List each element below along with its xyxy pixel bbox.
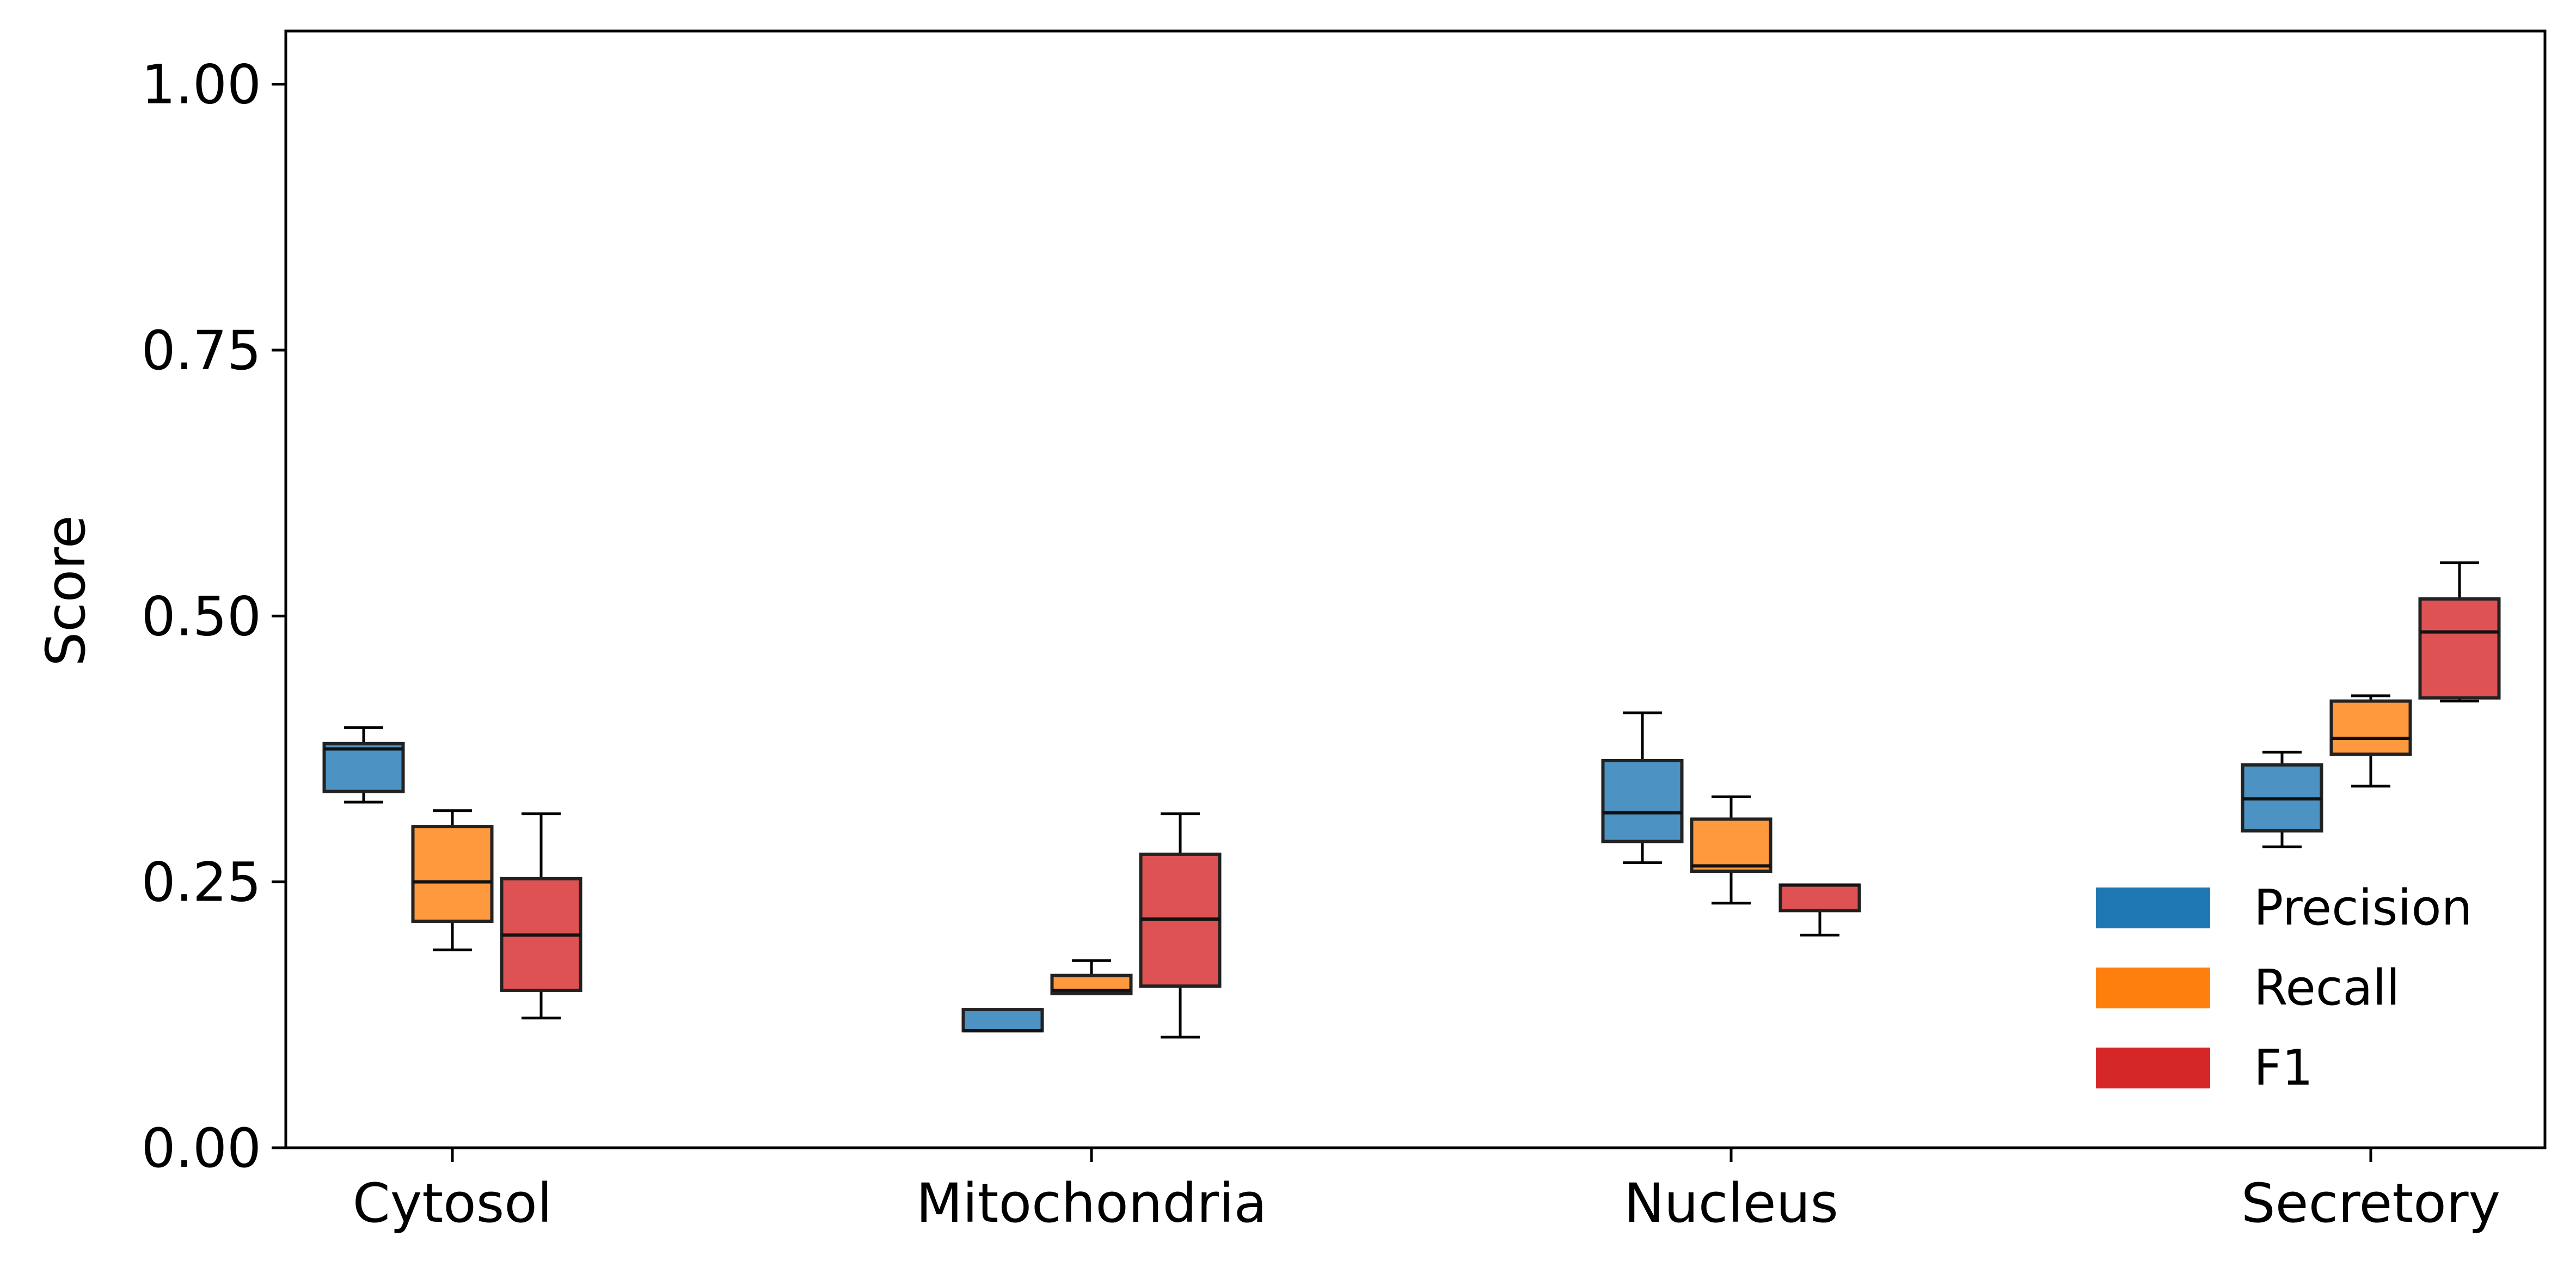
box-f1-mitochondria xyxy=(1139,812,1222,1039)
legend-swatch-f1 xyxy=(2096,1048,2210,1088)
plot-area xyxy=(286,31,2545,1148)
y-tick-label: 0.75 xyxy=(142,320,261,382)
y-tick-label: 0.50 xyxy=(142,585,261,648)
y-tick-label: 0.25 xyxy=(142,852,261,914)
y-axis-label: Score xyxy=(35,515,97,666)
box-iqr xyxy=(2418,597,2501,700)
box-recall-mitochondria xyxy=(1050,959,1133,995)
box-precision-cytosol xyxy=(322,726,405,804)
plot-frame xyxy=(284,29,2547,1149)
y-tick-label: 0.00 xyxy=(142,1117,261,1180)
y-axis: 0.00 0.25 0.50 0.75 1.00 xyxy=(142,54,286,1180)
box-precision-mitochondria xyxy=(961,1008,1044,1033)
legend-swatch-recall xyxy=(2096,968,2210,1008)
box-iqr xyxy=(322,742,405,793)
legend-label-precision: Precision xyxy=(2254,879,2473,937)
x-tick-label-cytosol: Cytosol xyxy=(353,1172,553,1235)
box-iqr xyxy=(2329,699,2412,756)
box-iqr xyxy=(1778,883,1861,913)
box-precision-secretory xyxy=(2241,750,2323,848)
boxes-layer xyxy=(322,561,2501,1039)
box-f1-secretory xyxy=(2418,561,2501,703)
x-tick-label-mitochondria: Mitochondria xyxy=(916,1172,1267,1235)
box-recall-cytosol xyxy=(411,809,494,952)
legend-label-f1: F1 xyxy=(2254,1039,2313,1097)
box-f1-nucleus xyxy=(1778,883,1861,937)
box-iqr xyxy=(411,825,494,923)
box-iqr xyxy=(1601,758,1684,843)
legend-swatch-precision xyxy=(2096,888,2210,928)
x-tick-label-secretory: Secretory xyxy=(2241,1172,2500,1235)
box-iqr xyxy=(1690,817,1772,873)
box-f1-cytosol xyxy=(500,812,582,1020)
legend-label-recall: Recall xyxy=(2254,959,2400,1017)
box-iqr xyxy=(961,1008,1044,1033)
box-precision-nucleus xyxy=(1601,711,1684,865)
legend: Precision Recall F1 xyxy=(2096,879,2473,1097)
x-axis: Cytosol Mitochondria Nucleus Secretory xyxy=(353,1148,2500,1235)
box-recall-secretory xyxy=(2329,694,2412,788)
box-recall-nucleus xyxy=(1690,795,1772,905)
x-tick-label-nucleus: Nucleus xyxy=(1624,1172,1838,1235)
y-tick-label: 1.00 xyxy=(142,54,261,117)
